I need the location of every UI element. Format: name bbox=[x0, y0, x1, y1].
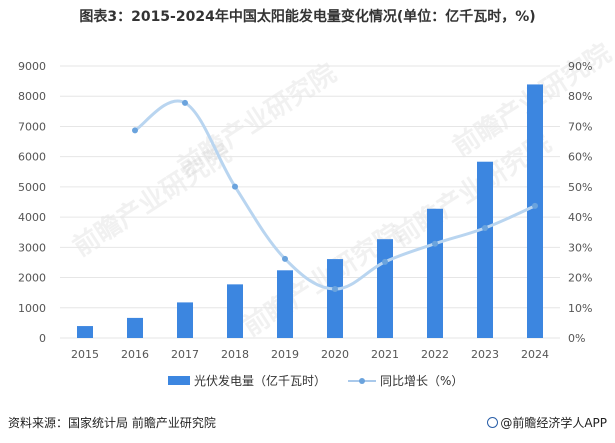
y-tick-right: 90% bbox=[568, 60, 592, 73]
x-tick: 2023 bbox=[471, 348, 499, 361]
source-note: 资料来源：国家统计局 前瞻产业研究院 bbox=[8, 416, 216, 430]
credit-text: @前瞻经济学人APP bbox=[500, 416, 607, 430]
growth-point bbox=[432, 240, 438, 247]
y-tick-left: 9000 bbox=[18, 60, 46, 73]
growth-point bbox=[282, 255, 288, 262]
y-axis-left: 0 1000 2000 3000 4000 5000 6000 7000 8000 9000 bbox=[18, 60, 46, 345]
x-tick: 2024 bbox=[521, 348, 549, 361]
bar bbox=[127, 317, 143, 338]
growth-point bbox=[482, 224, 488, 231]
line-series bbox=[132, 99, 538, 293]
y-tick-left: 7000 bbox=[18, 120, 46, 133]
y-tick-right: 0% bbox=[568, 332, 585, 345]
legend-bar-swatch bbox=[168, 376, 190, 385]
y-tick-left: 3000 bbox=[18, 241, 46, 254]
y-tick-left: 0 bbox=[39, 332, 46, 345]
legend-line-item: 同比增长（%） bbox=[348, 372, 463, 389]
y-axis-right: 0% 10% 20% 30% 40% 50% 60% 70% 80% 90% bbox=[568, 60, 592, 345]
growth-point bbox=[132, 127, 138, 134]
y-tick-right: 70% bbox=[568, 120, 592, 133]
y-tick-right: 50% bbox=[568, 181, 592, 194]
x-tick: 2018 bbox=[221, 348, 249, 361]
x-tick: 2019 bbox=[271, 348, 299, 361]
bar bbox=[477, 161, 493, 338]
legend-bar-item: 光伏发电量（亿千瓦时） bbox=[168, 372, 326, 389]
y-tick-left: 4000 bbox=[18, 211, 46, 224]
bar bbox=[527, 84, 543, 339]
x-axis: 2015 2016 2017 2018 2019 2020 2021 2022 2023 2024 bbox=[71, 348, 549, 361]
bar bbox=[377, 239, 393, 338]
legend-line-label: 同比增长（%） bbox=[380, 374, 464, 388]
growth-point bbox=[532, 202, 538, 209]
growth-point bbox=[382, 258, 388, 265]
growth-line bbox=[134, 99, 536, 291]
bar-series bbox=[77, 84, 543, 339]
y-tick-left: 5000 bbox=[18, 181, 46, 194]
y-tick-right: 30% bbox=[568, 241, 592, 254]
bar bbox=[177, 302, 193, 338]
gridlines bbox=[60, 65, 560, 339]
y-tick-right: 10% bbox=[568, 302, 592, 315]
growth-point bbox=[182, 99, 188, 106]
bar bbox=[77, 326, 93, 338]
bar bbox=[327, 259, 343, 338]
legend-bar-label: 光伏发电量（亿千瓦时） bbox=[194, 374, 327, 388]
x-tick: 2021 bbox=[371, 348, 399, 361]
y-tick-right: 60% bbox=[568, 151, 592, 164]
legend-line-swatch bbox=[348, 376, 376, 385]
x-tick: 2022 bbox=[421, 348, 449, 361]
y-tick-right: 40% bbox=[568, 211, 592, 224]
bar bbox=[227, 284, 243, 338]
logo-icon bbox=[487, 417, 499, 428]
y-tick-left: 2000 bbox=[18, 272, 46, 285]
chart-title: 图表3：2015-2024年中国太阳能发电量变化情况(单位：亿千瓦时，%) bbox=[79, 9, 536, 25]
growth-point bbox=[332, 286, 338, 293]
bar bbox=[427, 208, 443, 338]
y-tick-right: 20% bbox=[568, 272, 592, 285]
y-tick-left: 6000 bbox=[18, 151, 46, 164]
y-tick-left: 8000 bbox=[18, 90, 46, 103]
x-tick: 2016 bbox=[121, 348, 149, 361]
y-tick-right: 80% bbox=[568, 90, 592, 103]
growth-point bbox=[232, 183, 238, 190]
x-tick: 2017 bbox=[171, 348, 199, 361]
bar bbox=[277, 270, 293, 338]
x-tick: 2015 bbox=[71, 348, 99, 361]
credit: @前瞻经济学人APP bbox=[487, 414, 607, 431]
y-tick-left: 1000 bbox=[18, 302, 46, 315]
x-tick: 2020 bbox=[321, 348, 349, 361]
